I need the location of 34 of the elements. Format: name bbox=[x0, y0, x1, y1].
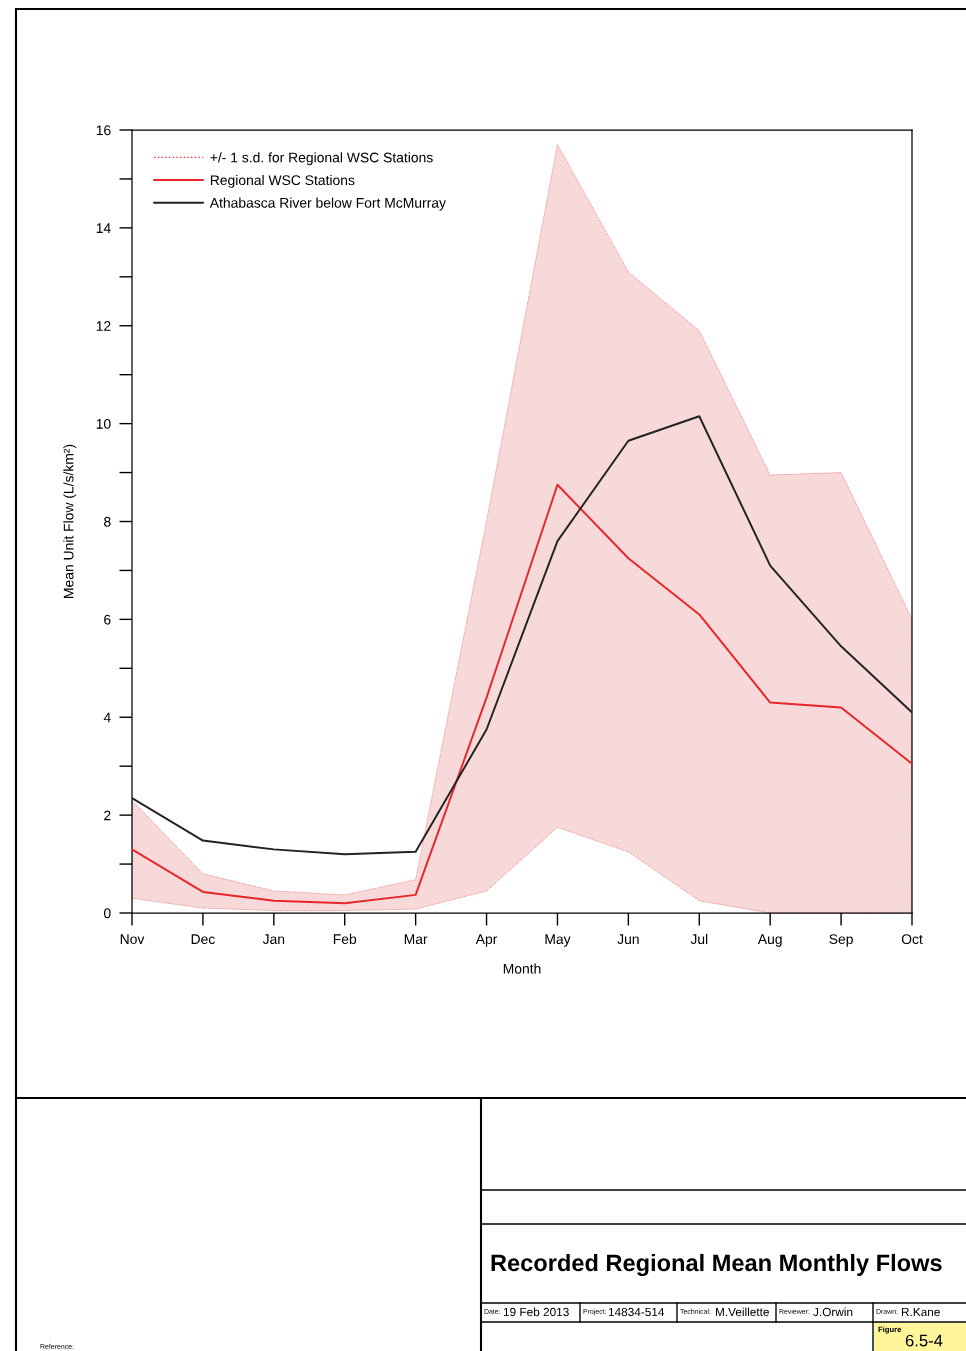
x-tick-label: Aug bbox=[757, 934, 782, 947]
y-tick-label: 6 bbox=[104, 614, 111, 625]
x-tick-label: Mar bbox=[404, 934, 428, 945]
y-tick-label: 8 bbox=[104, 516, 111, 527]
x-tick-label: Jan bbox=[262, 934, 285, 945]
x-tick-label: Jun bbox=[617, 934, 639, 945]
x-axis-title: Month bbox=[503, 963, 541, 974]
y-axis-title: Mean Unit Flow (L/s/km²) bbox=[63, 444, 77, 598]
y-tick-label: 12 bbox=[96, 321, 111, 331]
text: R.Kane bbox=[901, 1307, 940, 1317]
x-tick-label: Oct bbox=[901, 934, 923, 945]
text: 19 Feb 2013 bbox=[503, 1307, 569, 1317]
line-series bbox=[132, 415, 912, 856]
x-tick-label: Apr bbox=[475, 934, 498, 947]
text: 14834-514 bbox=[608, 1307, 665, 1317]
y-tick-label: 0 bbox=[103, 908, 111, 919]
y-tick-label: 2 bbox=[104, 810, 111, 821]
x-tick-label: Jul bbox=[690, 933, 708, 945]
y-tick-label: 16 bbox=[96, 125, 111, 136]
legend-label: Regional WSC Stations bbox=[210, 174, 355, 188]
text: 6.5-4 bbox=[905, 1334, 943, 1347]
legend-label: Athabasca River below Fort McMurray bbox=[209, 197, 446, 211]
x-tick-label: Sep bbox=[829, 934, 853, 947]
text: Recorded Regional Mean Monthly Flows bbox=[491, 1253, 942, 1277]
y-tick-label: 10 bbox=[96, 418, 111, 429]
legend-title: +/- 1 s.d. for Regional WSC Stations bbox=[210, 152, 433, 166]
x-tick-label: Dec bbox=[191, 934, 215, 945]
x-tick-label: May bbox=[545, 934, 571, 947]
y-tick-label: 4 bbox=[103, 712, 111, 723]
text: J.Orwin bbox=[813, 1307, 853, 1317]
text: M.Veillette bbox=[715, 1307, 769, 1317]
y-tick-label: 14 bbox=[96, 223, 111, 233]
x-tick-label: Nov bbox=[120, 934, 145, 945]
x-tick-label: Feb bbox=[333, 933, 357, 945]
